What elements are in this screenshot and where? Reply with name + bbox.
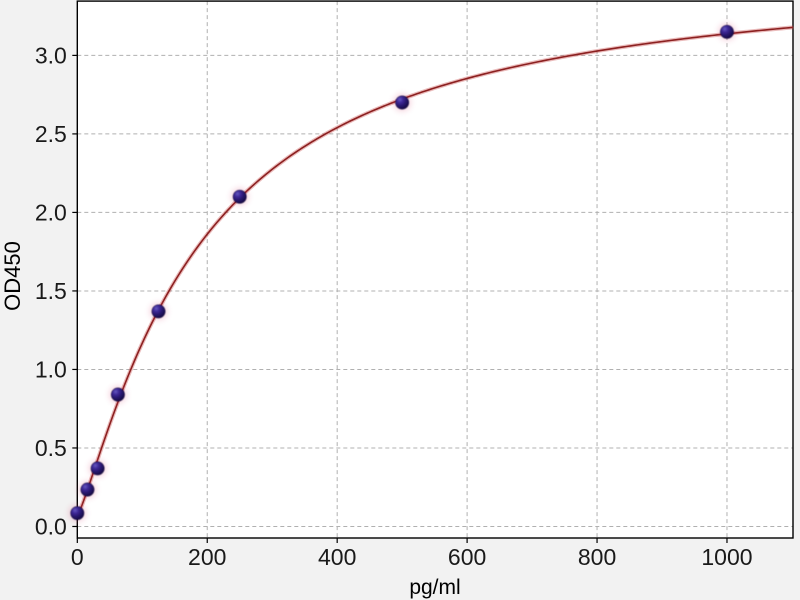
svg-text:2.0: 2.0 [35,200,67,226]
svg-text:0: 0 [71,544,84,570]
svg-text:1.5: 1.5 [35,278,67,304]
svg-text:0.0: 0.0 [35,514,67,540]
svg-text:3.0: 3.0 [35,43,67,69]
svg-text:1.0: 1.0 [35,357,67,383]
svg-text:400: 400 [318,544,356,570]
svg-text:OD450: OD450 [0,241,25,311]
svg-text:200: 200 [188,544,226,570]
svg-text:1000: 1000 [701,544,752,570]
svg-text:2.5: 2.5 [35,121,67,147]
svg-text:0.5: 0.5 [35,435,67,461]
svg-text:pg/ml: pg/ml [409,576,460,599]
svg-text:600: 600 [448,544,486,570]
svg-text:800: 800 [578,544,616,570]
